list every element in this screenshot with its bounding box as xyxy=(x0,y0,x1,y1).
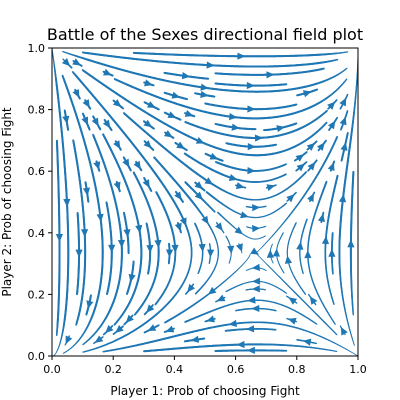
stream-segment xyxy=(135,314,136,315)
stream-arrow xyxy=(288,318,297,325)
stream-segment xyxy=(337,118,338,119)
stream-arrow xyxy=(144,79,153,86)
stream-arrow xyxy=(318,214,325,223)
stream-arrow xyxy=(328,162,335,171)
stream-arrow xyxy=(303,339,312,346)
stream-arrow xyxy=(340,117,347,126)
stream-segment xyxy=(309,294,310,295)
stream-segment xyxy=(346,68,347,69)
stream-arrow xyxy=(166,326,175,333)
stream-segment xyxy=(113,333,114,334)
stream-arrow xyxy=(95,335,104,342)
stream-arrow xyxy=(341,142,348,151)
stream-arrow xyxy=(81,229,88,237)
stream-segment xyxy=(124,324,125,325)
stream-segment xyxy=(145,313,146,314)
stream-arrow xyxy=(229,320,237,327)
stream-arrow xyxy=(154,240,161,248)
stream-arrow xyxy=(237,53,245,60)
stream-segment xyxy=(347,95,348,96)
stream-segment xyxy=(336,100,337,101)
stream-arrow xyxy=(246,325,254,332)
stream-segment xyxy=(325,141,326,142)
stream-segment xyxy=(104,334,105,335)
stream-arrow xyxy=(310,296,318,305)
stream-arrow xyxy=(251,305,259,312)
stream-arrow xyxy=(347,239,354,247)
stream-arrow xyxy=(255,134,263,141)
stream-segment xyxy=(326,123,327,124)
stream-arrow xyxy=(328,121,335,130)
stream-arrow xyxy=(266,71,274,78)
stream-segment xyxy=(165,322,166,323)
stream-lines xyxy=(52,49,358,356)
stream-arrow xyxy=(247,297,255,304)
chart-title: Battle of the Sexes directional field pl… xyxy=(47,25,363,44)
stream-segment xyxy=(71,67,72,68)
stream-arrow xyxy=(328,249,335,257)
stream-arrow xyxy=(75,250,82,258)
stream-arrow xyxy=(118,240,125,248)
stream-arrow xyxy=(135,225,142,233)
stream-segment xyxy=(326,111,327,112)
stream-arrow xyxy=(322,236,329,244)
stream-arrow xyxy=(56,234,63,242)
stream-arrow xyxy=(207,61,215,68)
stream-arrow xyxy=(208,287,217,295)
stream-arrow xyxy=(236,341,244,348)
stream-segment xyxy=(145,332,146,333)
stream-arrow xyxy=(62,116,69,125)
stream-segment xyxy=(83,344,84,345)
stream-segment xyxy=(337,137,338,138)
stream-arrow xyxy=(304,250,311,258)
stream-segment xyxy=(65,344,66,345)
stream-segment xyxy=(63,353,64,354)
stream-segment xyxy=(114,324,115,325)
stream-arrow xyxy=(63,199,70,207)
stream-segment xyxy=(346,79,347,80)
stream-arrow xyxy=(247,82,255,89)
stream-arrow xyxy=(247,347,255,354)
